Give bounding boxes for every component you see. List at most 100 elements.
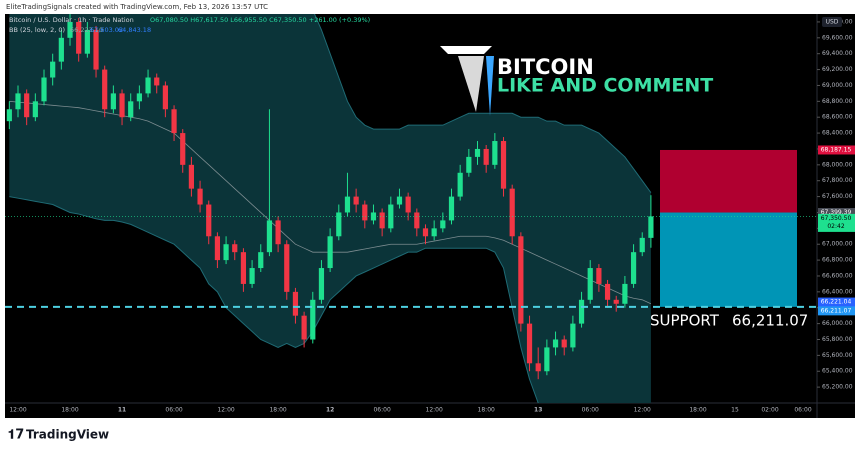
candle-body <box>388 204 394 229</box>
candle-body <box>84 29 90 54</box>
candle-body <box>188 164 194 189</box>
x-tick-label: 18:00 <box>689 407 706 414</box>
candle-body <box>232 244 238 253</box>
y-tick-label: 65,800.00 <box>822 336 853 343</box>
candle-body <box>509 188 515 237</box>
y-tick-label: 66,000.00 <box>822 320 853 327</box>
candle-body <box>292 291 299 316</box>
candle-body <box>249 268 255 284</box>
y-tick-label: 66,600.00 <box>822 272 853 279</box>
target-zone <box>660 149 797 213</box>
x-tick-label: 15 <box>731 407 739 414</box>
y-tick-label: 65,200.00 <box>822 384 853 391</box>
candle-body <box>301 315 307 340</box>
candle-body <box>414 212 420 229</box>
price-tag <box>818 306 855 316</box>
candle-body <box>630 252 637 284</box>
band-line <box>9 196 539 403</box>
candle-body <box>578 299 585 324</box>
candle-body <box>310 299 316 340</box>
candle-body <box>396 196 403 205</box>
price-tag-label: 67,350.50 <box>821 215 852 222</box>
price-tag <box>818 297 855 307</box>
y-tick-label: 68,000.00 <box>822 161 853 168</box>
currency-box <box>822 17 842 27</box>
x-tick-label: 06:00 <box>373 407 390 414</box>
ohlc: O67,080.50 H67,617.50 L66,955.50 C67,350… <box>150 16 370 24</box>
support-value: 66,211.07 <box>732 311 808 329</box>
price-tag-label: 66,221.04 <box>821 299 852 306</box>
candle-body <box>483 148 489 165</box>
x-tick-label: 02:00 <box>761 407 778 414</box>
price-countdown: 02:42 <box>827 223 844 230</box>
candle-body <box>145 77 151 94</box>
currency: USD <box>826 19 839 26</box>
candle-body <box>93 29 99 70</box>
candle-body <box>240 252 247 284</box>
candle-body <box>622 283 628 304</box>
candle-body <box>128 101 134 118</box>
candle-body <box>154 77 160 86</box>
candle-body <box>604 283 611 300</box>
x-tick-label: 06:00 <box>165 407 182 414</box>
y-tick-label: 68,800.00 <box>822 98 853 105</box>
candle-body <box>15 93 21 110</box>
candle-body <box>492 141 498 165</box>
y-tick-label: 66,400.00 <box>822 288 853 295</box>
support-label: SUPPORT <box>650 311 720 329</box>
candle-body <box>448 196 455 221</box>
candle-body <box>214 236 221 261</box>
x-tick-label: 18:00 <box>61 407 78 414</box>
candle-body <box>67 21 73 38</box>
candle-body <box>206 204 212 237</box>
bb-value: 64,843.18 <box>118 26 151 34</box>
price-tag-label: 67,399.39 <box>821 209 852 216</box>
candle-body <box>327 236 333 269</box>
candle-body <box>422 228 429 237</box>
y-tick-label: 65,600.00 <box>822 352 853 359</box>
price-tag-label: 66,211.07 <box>821 307 852 314</box>
band-fill <box>9 14 651 403</box>
y-tick-label: 67,800.00 <box>822 177 853 184</box>
candle-body <box>6 109 12 122</box>
price-tag-label: 68,187.15 <box>821 146 852 153</box>
bb-label: BB (25, low, 2, 0) <box>9 26 65 34</box>
candle-body <box>639 237 645 253</box>
candle-body <box>119 93 125 118</box>
x-tick-label: 12:00 <box>217 407 234 414</box>
candle-body <box>518 236 524 324</box>
candle-body <box>431 228 437 237</box>
overlay-title: BITCOIN <box>497 55 594 79</box>
candle-body <box>102 69 108 110</box>
y-tick-label: 68,400.00 <box>822 130 853 137</box>
candle-body <box>50 61 56 78</box>
symbol: Bitcoin / U.S. Dollar · 1h · Trade Natio… <box>9 16 134 24</box>
candle-body <box>466 156 472 173</box>
candle-body <box>561 339 567 348</box>
candle-body <box>32 101 38 118</box>
candle-body <box>353 196 359 205</box>
axes: 65,200.00 65,400.00 65,600.00 65,800.00 66,0… <box>9 18 855 414</box>
credit: EliteTradingSignals created with Trading… <box>6 3 268 11</box>
y-tick-label: 68,600.00 <box>822 114 853 121</box>
candle-body <box>41 77 47 102</box>
candle-body <box>457 172 463 197</box>
candle-body <box>596 268 602 284</box>
logo-arrow <box>486 56 494 116</box>
price-tag <box>818 208 855 218</box>
y-tick-label: 69,200.00 <box>822 66 853 73</box>
logo-bar <box>440 46 492 54</box>
bb-value: 67,603.02 <box>90 26 123 34</box>
x-tick-label: 06:00 <box>794 407 811 414</box>
candle-body <box>180 133 186 165</box>
x-tick-label: 11 <box>118 407 126 414</box>
candle-body <box>223 244 229 261</box>
footer: 𝟏7 TradingView <box>8 428 109 443</box>
brand: TradingView <box>26 428 109 442</box>
candle-body <box>171 109 177 134</box>
candle-body <box>370 212 377 221</box>
candle-body <box>344 196 351 213</box>
y-tick-label: 69,600.00 <box>822 34 853 41</box>
y-tick-label: 65,400.00 <box>822 368 853 375</box>
